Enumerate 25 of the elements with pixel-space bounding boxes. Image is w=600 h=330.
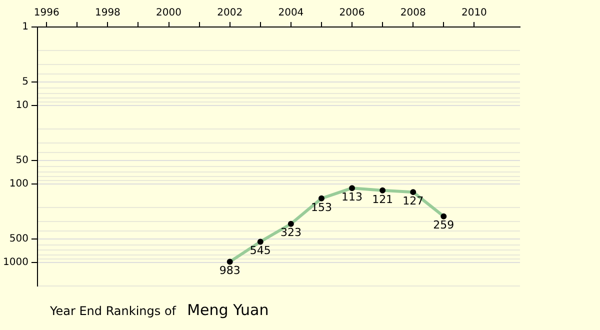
x-tick-label: 2008 bbox=[400, 8, 426, 19]
data-label: 259 bbox=[433, 218, 454, 232]
y-tick-label: 500 bbox=[9, 233, 28, 244]
y-tick-label: 100 bbox=[9, 178, 28, 190]
text: Meng Yuan bbox=[187, 301, 269, 319]
x-tick-label: 1996 bbox=[34, 8, 60, 19]
x-tick-label: 2010 bbox=[461, 8, 487, 19]
data-label: 153 bbox=[310, 200, 332, 214]
x-tick-label: 2004 bbox=[278, 8, 304, 19]
data-label: 983 bbox=[219, 264, 240, 278]
text: Year End Rankings of bbox=[50, 304, 176, 318]
y-tick-label: 10 bbox=[16, 100, 28, 112]
data-label: 127 bbox=[402, 194, 424, 208]
data-label: 545 bbox=[250, 244, 271, 258]
data-label: 113 bbox=[342, 190, 363, 204]
x-tick-label: 2002 bbox=[217, 8, 243, 19]
y-tick-label: 1 bbox=[22, 22, 28, 33]
data-label: 323 bbox=[280, 226, 302, 240]
y-tick-label: 50 bbox=[16, 154, 28, 166]
y-tick-label: 5 bbox=[22, 76, 28, 88]
x-tick-label: 2000 bbox=[156, 8, 182, 19]
data-label: 121 bbox=[372, 192, 394, 206]
x-tick-label: 2006 bbox=[339, 8, 365, 19]
y-tick-label: 1000 bbox=[2, 256, 28, 268]
x-tick-label: 1998 bbox=[94, 8, 120, 19]
